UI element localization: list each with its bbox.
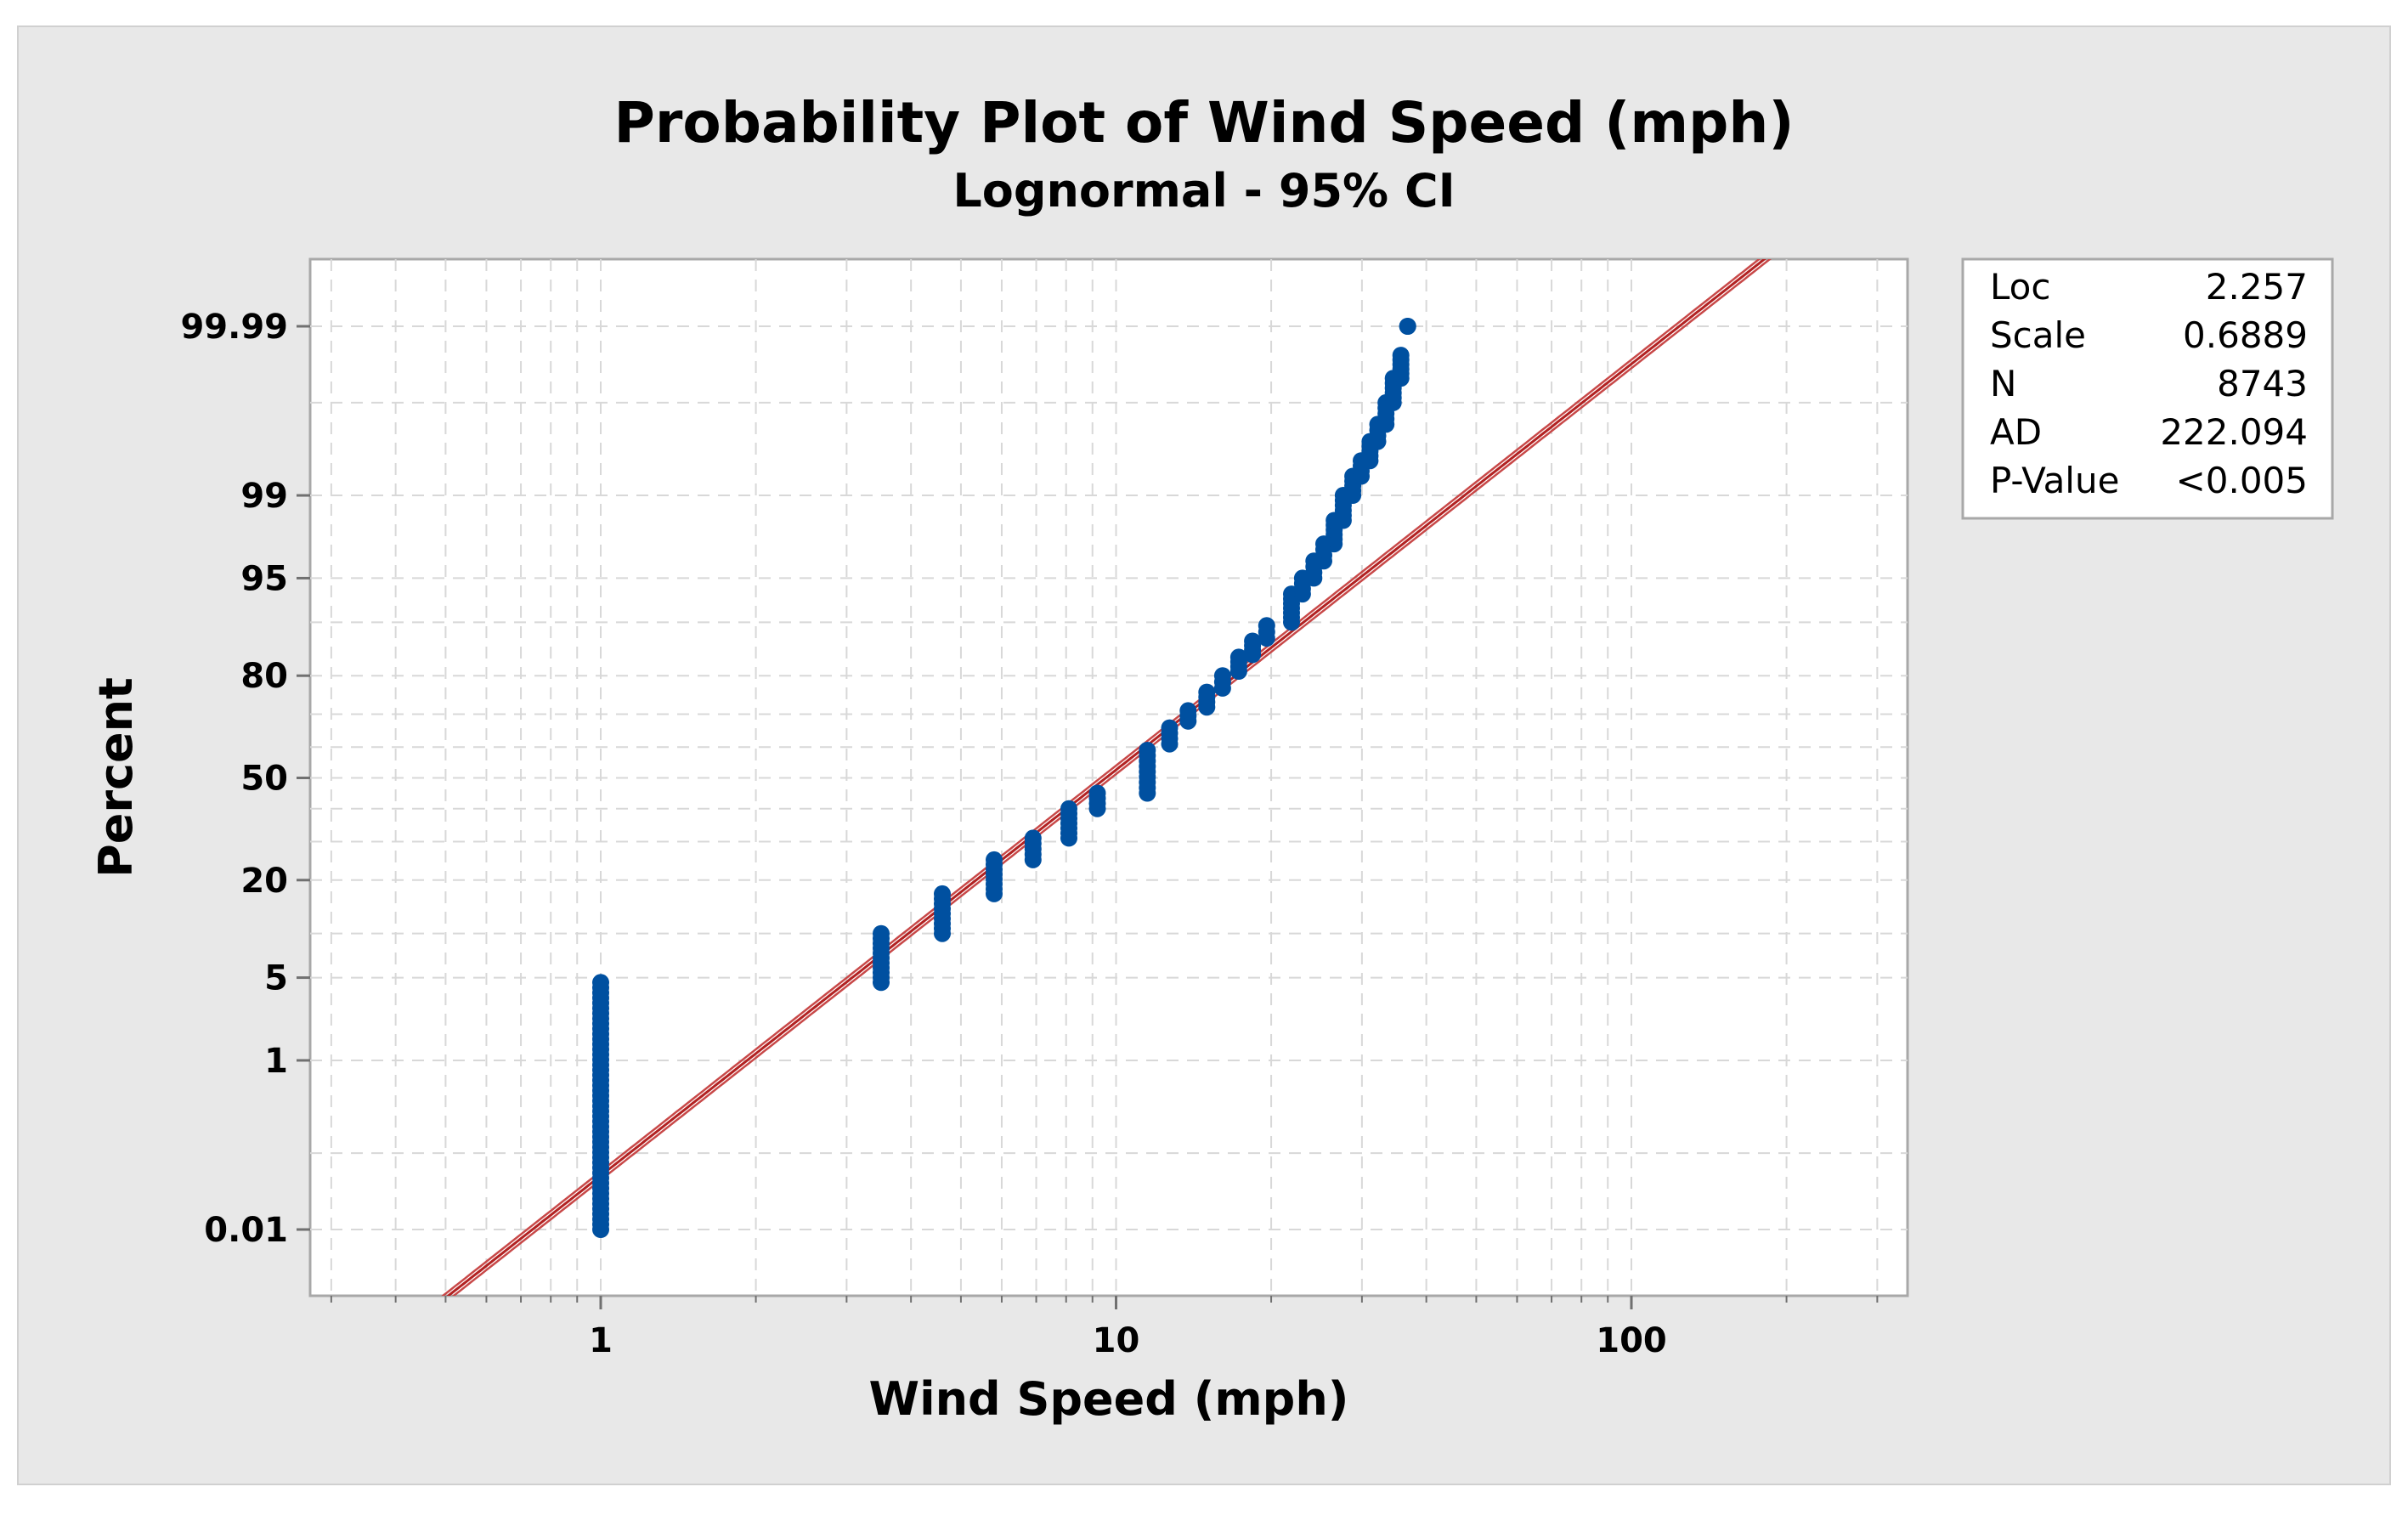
stat-value: 2.257 — [2206, 266, 2308, 308]
y-tick-label: 95 — [240, 559, 288, 598]
data-point — [1060, 800, 1077, 817]
data-point — [1024, 829, 1042, 847]
stat-label: N — [1990, 363, 2016, 404]
y-tick-label: 0.01 — [204, 1211, 288, 1250]
data-point-group — [1213, 667, 1231, 697]
x-axis-label: Wind Speed (mph) — [869, 1372, 1349, 1426]
x-tick-label: 1 — [589, 1321, 613, 1360]
data-point — [873, 924, 890, 942]
data-point — [1229, 648, 1247, 666]
y-tick-label: 50 — [240, 760, 288, 799]
data-point-group — [1258, 617, 1275, 647]
chart-title: Probability Plot of Wind Speed (mph) — [613, 90, 1794, 155]
stat-label: AD — [1990, 411, 2042, 453]
stat-value: 222.094 — [2160, 411, 2308, 453]
data-point — [1399, 318, 1416, 335]
statistics-box-border — [1961, 257, 2334, 520]
data-point-group — [1229, 648, 1247, 680]
statistics-box: Loc 2.257 Scale 0.6889 N 8743 AD 222.094 P-Value… — [1961, 257, 2334, 520]
data-point-group — [1244, 632, 1262, 664]
data-point-group — [1392, 347, 1410, 387]
data-point — [986, 851, 1003, 868]
y-tick-label: 99.99 — [180, 308, 288, 347]
x-tick-label: 10 — [1093, 1321, 1140, 1360]
y-tick-label: 99 — [240, 477, 288, 516]
fit-line — [446, 259, 1767, 1296]
x-tick-label: 100 — [1596, 1321, 1667, 1360]
grid-lines — [310, 259, 1908, 1296]
stat-value: 8743 — [2217, 363, 2308, 404]
stat-value: <0.005 — [2176, 460, 2308, 501]
data-point — [1088, 784, 1106, 802]
data-point-group — [986, 851, 1003, 902]
data-point — [1179, 702, 1197, 720]
data-point — [1198, 683, 1216, 701]
data-points — [592, 318, 1416, 1238]
stat-label: Loc — [1990, 266, 2050, 308]
data-point — [1258, 617, 1275, 635]
y-tick-label: 20 — [240, 862, 288, 901]
ci-upper-line — [441, 259, 1761, 1296]
data-point — [1139, 742, 1156, 759]
stat-label: Scale — [1990, 314, 2086, 356]
data-point-group — [1198, 683, 1216, 716]
data-point — [1244, 632, 1262, 650]
y-tick-label: 5 — [264, 959, 288, 998]
ci-lower-line — [451, 259, 1772, 1296]
data-point — [1213, 667, 1231, 685]
data-point — [592, 974, 609, 992]
data-point-group — [1399, 318, 1416, 335]
data-point — [1392, 347, 1410, 365]
data-point-group — [1179, 702, 1197, 730]
data-point-group — [592, 974, 609, 1238]
data-point-group — [1088, 784, 1106, 817]
fit-line-with-ci — [441, 259, 1772, 1296]
y-tick-label: 1 — [264, 1042, 288, 1081]
y-axis-ticks: 0.01 1 5 20 50 80 95 99 99.99 — [180, 308, 310, 1250]
data-point-group — [1334, 487, 1352, 529]
stat-value: 0.6889 — [2183, 314, 2308, 356]
data-point-group — [1060, 800, 1077, 847]
data-point-group — [1024, 829, 1042, 868]
data-point-group — [1139, 742, 1156, 802]
data-point — [1161, 719, 1179, 737]
stat-label: P-Value — [1990, 460, 2119, 501]
data-point-group — [934, 885, 951, 942]
y-tick-label: 80 — [240, 657, 288, 696]
chart-subtitle: Lognormal - 95% CI — [952, 164, 1455, 218]
data-point-group — [1161, 719, 1179, 753]
x-axis-ticks: 1 10 100 — [330, 1296, 1879, 1360]
y-axis-label: Percent — [89, 677, 143, 878]
data-point-group — [873, 924, 890, 992]
data-point — [934, 885, 951, 902]
